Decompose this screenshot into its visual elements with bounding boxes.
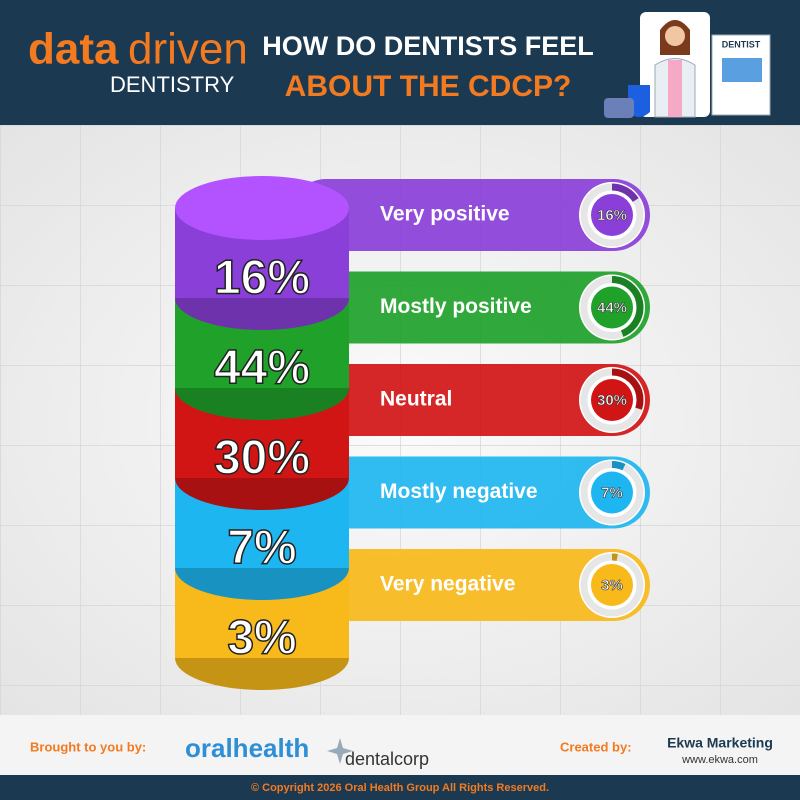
ring-value-label: 44% xyxy=(597,299,627,316)
ring-center xyxy=(591,194,633,236)
ring-arc xyxy=(580,183,644,247)
category-label: Very positive xyxy=(380,203,510,226)
category-label: Very negative xyxy=(380,573,515,596)
sponsor2-icon xyxy=(327,738,353,764)
cylinder-value-label: 16% xyxy=(214,252,310,305)
ring-arc xyxy=(580,276,644,339)
logo-data: data xyxy=(28,25,119,74)
sponsor1: oralhealth xyxy=(185,733,309,763)
ring-value-label: 7% xyxy=(601,484,623,501)
logo-sub: DENTISTRY xyxy=(110,72,235,97)
title-line2: ABOUT THE CDCP? xyxy=(285,70,572,103)
logo-driven: driven xyxy=(128,25,248,74)
cylinder-value-label: 30% xyxy=(214,432,310,485)
ring-center xyxy=(591,564,633,606)
copyright: © Copyright 2026 Oral Health Group All R… xyxy=(251,782,549,794)
cylinder-segment: 16% xyxy=(175,176,349,330)
ring-arc xyxy=(580,368,644,432)
cylinder-value-label: 44% xyxy=(214,342,310,395)
ring-center xyxy=(591,471,633,514)
category-bar xyxy=(290,549,650,621)
agency-url: www.ekwa.com xyxy=(681,754,758,766)
chart: Very positive 16% Mostly positive 44% Neutra… xyxy=(175,176,650,690)
copyright-bg xyxy=(0,775,800,800)
cylinder-segment: 44% xyxy=(175,298,349,420)
ring-value-label: 30% xyxy=(597,392,627,409)
category-bar xyxy=(290,271,650,344)
segment-top xyxy=(175,176,349,240)
category-bar xyxy=(290,456,650,529)
ring-value-label: 16% xyxy=(597,207,627,224)
category-label: Mostly positive xyxy=(380,295,532,318)
footer-bg xyxy=(0,715,800,775)
badge: DENTIST xyxy=(722,39,761,49)
ring-center xyxy=(591,286,633,329)
illustration: DENTIST xyxy=(604,12,771,118)
brought-by: Brought to you by: xyxy=(30,739,146,754)
ring-center xyxy=(591,379,633,421)
cylinder-value-label: 7% xyxy=(227,522,296,575)
ring-value-label: 3% xyxy=(601,577,623,594)
category-bar xyxy=(290,179,650,251)
ring-arc xyxy=(580,553,644,617)
created-by: Created by: xyxy=(560,739,632,754)
agency: Ekwa Marketing xyxy=(667,735,773,751)
category-label: Mostly negative xyxy=(380,480,538,503)
ring-arc xyxy=(580,461,644,524)
sponsor2: dentalcorp xyxy=(345,749,429,769)
cylinder-value-label: 3% xyxy=(227,612,296,665)
category-bar xyxy=(290,364,650,436)
category-label: Neutral xyxy=(380,388,452,411)
title-line1: HOW DO DENTISTS FEEL xyxy=(262,31,594,61)
